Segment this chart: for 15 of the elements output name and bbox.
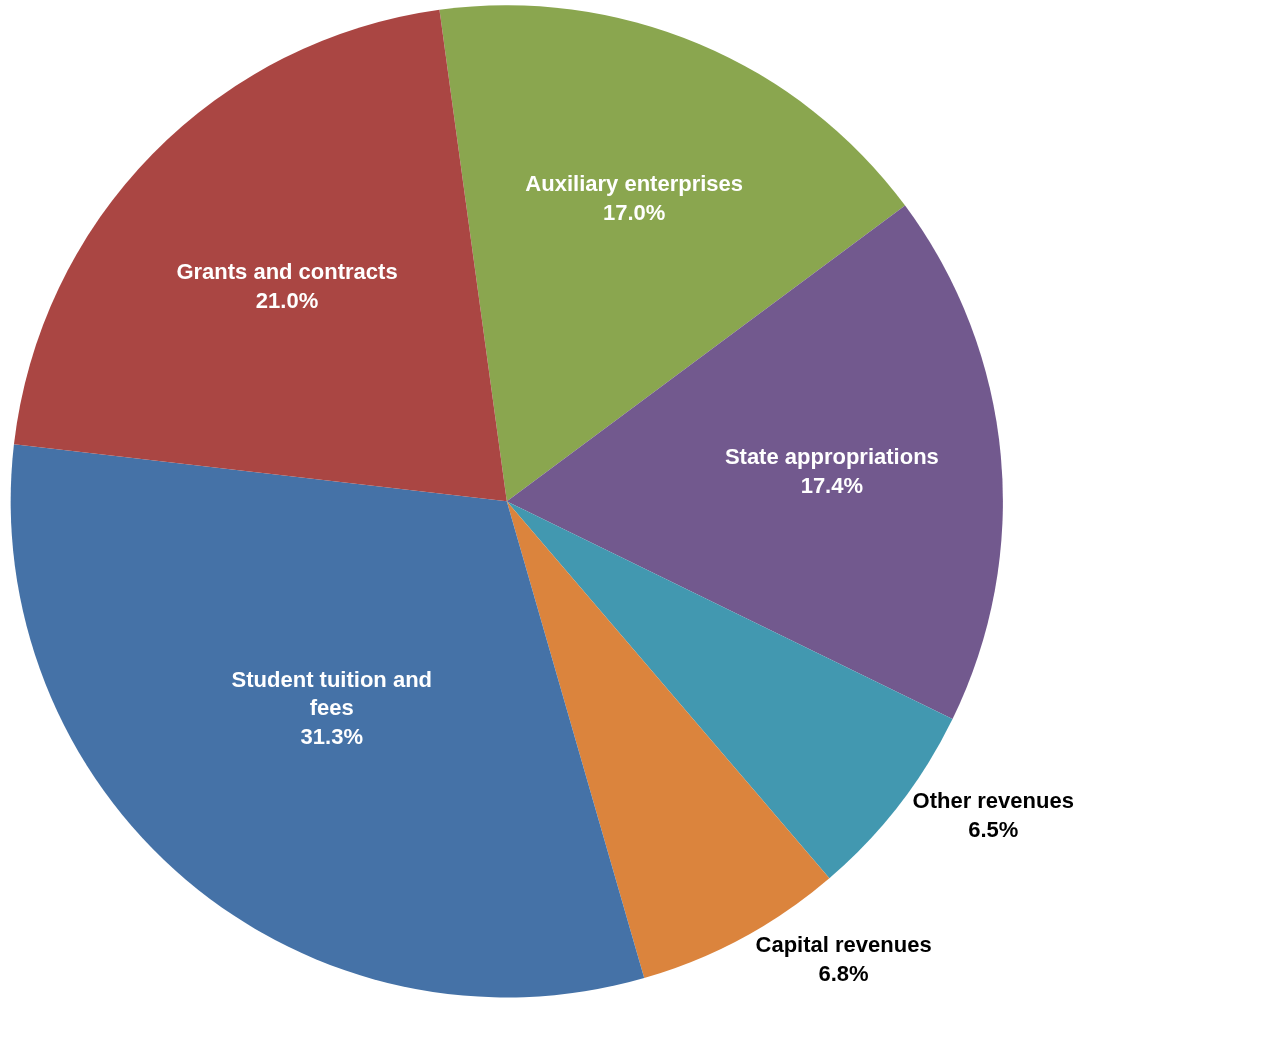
data-label: 6.5% xyxy=(968,816,1019,842)
data-label: 21.0% xyxy=(255,287,319,313)
slice-label: State appropriations xyxy=(724,444,939,470)
data-label: 6.8% xyxy=(818,960,869,986)
pie-slice xyxy=(506,205,1003,720)
data-label: 17.0% xyxy=(602,200,666,226)
slice-label: Capital revenues xyxy=(755,932,932,958)
slice-label: Auxiliary enterprises xyxy=(525,171,744,197)
slice-label: Student tuition and fees xyxy=(231,666,433,721)
data-label: 31.3% xyxy=(300,724,363,750)
data-label: 17.4% xyxy=(800,473,864,499)
slice-label: Grants and contracts xyxy=(176,259,398,285)
pie-slice xyxy=(10,444,645,998)
pie-slice xyxy=(13,9,507,502)
slice-label: Other revenues xyxy=(912,788,1074,814)
